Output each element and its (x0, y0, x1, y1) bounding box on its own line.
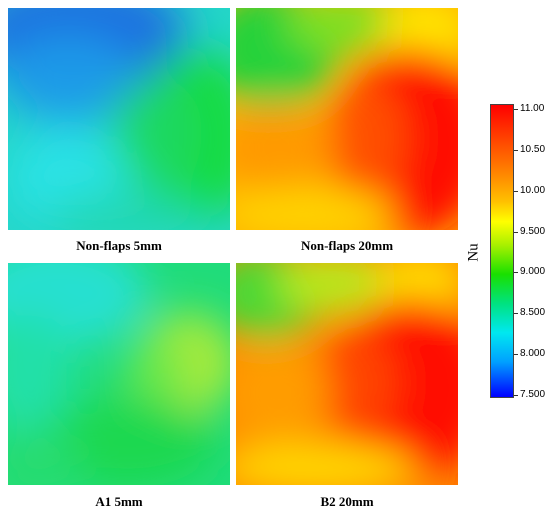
colorbar-tick-label: 8.500 (520, 307, 546, 319)
colorbar-tick-label: 10.50 (520, 143, 546, 155)
contour-panel-b2-20mm (236, 263, 458, 485)
contour-panel-a1-5mm (8, 263, 230, 485)
caption-non-flaps-20mm: Non-flaps 20mm (300, 238, 394, 253)
colorbar-tick-mark (514, 354, 518, 356)
colorbar-tick-mark (514, 190, 518, 192)
colorbar-tick-mark (514, 395, 518, 396)
colorbar-tick-label: 9.000 (520, 266, 546, 278)
colorbar-tick-label: 7.500 (520, 389, 546, 400)
colorbar-tick-mark (514, 109, 518, 110)
caption-b2-20mm: B2 20mm (320, 494, 374, 509)
colorbar-tick-mark (514, 231, 518, 233)
colorbar-tick-label: 9.500 (520, 225, 546, 237)
colorbar-tick-label: 11.00 (520, 103, 545, 114)
colorbar-tick-mark (514, 313, 518, 315)
contour-panel-non-flaps-5mm (8, 8, 230, 230)
colorbar-tick-label: 8.000 (520, 348, 546, 360)
colorbar-tick-mark (514, 272, 518, 274)
colorbar-title: Nu (465, 243, 482, 262)
colorbar-tick-label: 10.00 (520, 184, 546, 196)
contour-panel-non-flaps-20mm (236, 8, 458, 230)
colorbar (490, 104, 514, 398)
colorbar-tick-mark (514, 149, 518, 151)
caption-a1-5mm: A1 5mm (95, 494, 143, 509)
caption-non-flaps-5mm: Non-flaps 5mm (76, 238, 162, 253)
